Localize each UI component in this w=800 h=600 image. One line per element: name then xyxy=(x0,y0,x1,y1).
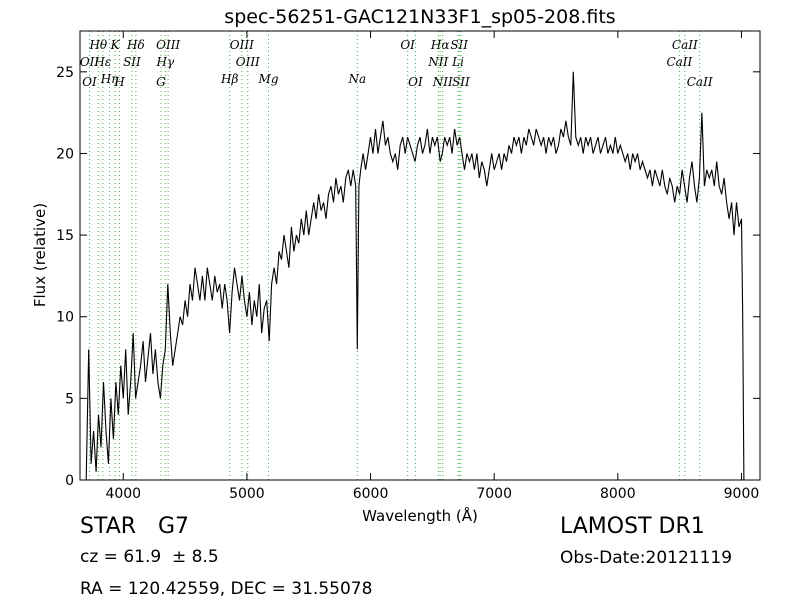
x-tick-label-4: 8000 xyxy=(600,486,636,502)
line-marker-label-22: Mg xyxy=(258,72,279,86)
observation-date: Obs-Date:20121119 xyxy=(560,548,733,568)
y-axis-label: Flux (relative) xyxy=(31,203,49,307)
line-marker-label-14: NII xyxy=(427,55,448,69)
x-axis-label: Wavelength (Å) xyxy=(362,506,478,525)
line-marker-label-27: CaII xyxy=(687,75,713,89)
line-marker-label-6: Hα xyxy=(430,38,450,52)
line-marker-label-15: Li xyxy=(451,55,464,69)
redshift-cz: cz = 61.9 ± 8.5 xyxy=(80,547,219,567)
line-marker-label-26: SII xyxy=(452,75,470,89)
line-marker-label-23: Na xyxy=(347,72,366,86)
line-marker-label-21: Hβ xyxy=(220,72,238,86)
line-marker-label-3: OIII xyxy=(156,38,180,52)
line-marker-label-4: OIII xyxy=(230,38,254,52)
line-marker-label-16: CaII xyxy=(666,55,692,69)
y-tick-label-0: 0 xyxy=(65,473,74,489)
line-marker-label-12: Hγ xyxy=(155,55,174,69)
y-tick-label-3: 15 xyxy=(56,228,74,244)
y-tick-label-5: 25 xyxy=(56,65,74,81)
line-marker-label-25: NII xyxy=(432,75,453,89)
y-tick-label-2: 10 xyxy=(56,310,74,326)
x-tick-label-2: 6000 xyxy=(353,486,389,502)
line-marker-label-11: SII xyxy=(123,55,141,69)
line-marker-label-8: CaII xyxy=(672,38,698,52)
line-marker-label-10: Hε xyxy=(93,55,111,69)
line-marker-label-1: K xyxy=(110,38,121,52)
chart-title: spec-56251-GAC121N33F1_sp05-208.fits xyxy=(224,6,616,28)
line-marker-label-9: OII xyxy=(80,55,100,69)
line-marker-label-20: G xyxy=(156,75,166,89)
line-marker-label-19: H xyxy=(113,75,125,89)
x-tick-label-3: 7000 xyxy=(476,486,512,502)
line-marker-label-7: SII xyxy=(450,38,468,52)
line-marker-label-24: OI xyxy=(408,75,423,89)
y-tick-label-1: 5 xyxy=(65,391,74,407)
plot-frame xyxy=(79,30,761,481)
coordinates: RA = 120.42559, DEC = 31.55078 xyxy=(80,579,373,599)
x-tick-label-1: 5000 xyxy=(229,486,265,502)
line-marker-label-0: Hθ xyxy=(88,38,107,52)
axis-ticks-layer: 4000 5000 6000 7000 8000 9000 0 5 10 15 20 25 xyxy=(56,31,760,502)
y-tick-label-4: 20 xyxy=(56,146,74,162)
x-tick-label-5: 9000 xyxy=(724,486,760,502)
object-subclass: G7 xyxy=(158,514,190,539)
line-marker-label-17: Hη xyxy=(100,72,119,86)
object-class: STAR xyxy=(80,514,137,539)
spectrum-line xyxy=(85,71,745,481)
line-marker-label-5: OI xyxy=(400,38,415,52)
line-marker-label-2: Hδ xyxy=(126,38,145,52)
line-marker-label-13: OIII xyxy=(236,55,260,69)
x-tick-label-0: 4000 xyxy=(105,486,141,502)
survey-name: LAMOST DR1 xyxy=(560,514,705,539)
line-marker-label-18: OI xyxy=(82,75,97,89)
